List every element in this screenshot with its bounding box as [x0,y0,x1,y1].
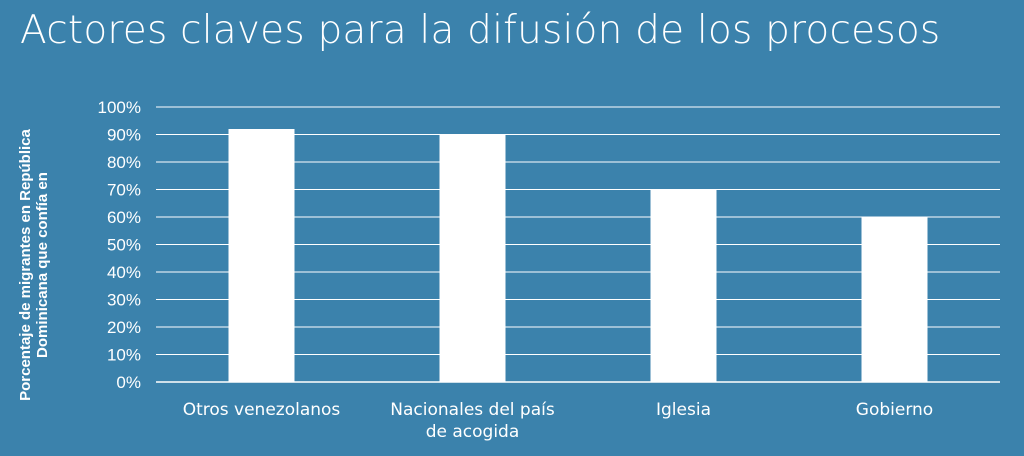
x-tick-label: Iglesia [656,400,711,420]
x-tick-label: Nacionales del país de acogida [390,400,555,442]
y-tick-label: 0% [116,373,141,392]
y-tick-label: 90% [107,126,141,145]
y-tick-label: 20% [107,318,141,337]
chart-title: Actores claves para la difusión de los p… [20,8,941,53]
y-tick-label: 70% [107,181,141,200]
y-tick-label: 40% [107,263,141,282]
x-tick-label: Otros venezolanos [183,400,341,420]
y-tick-label: 80% [107,153,141,172]
y-tick-label: 60% [107,208,141,227]
y-tick-label: 10% [107,346,141,365]
y-tick-label: 50% [107,236,141,255]
bar [439,134,506,382]
y-tick-label: 30% [107,291,141,310]
bar [228,129,295,382]
x-tick-label: Gobierno [856,400,933,420]
y-tick-label: 100% [98,98,141,117]
bar [650,189,717,382]
bar [861,217,928,382]
